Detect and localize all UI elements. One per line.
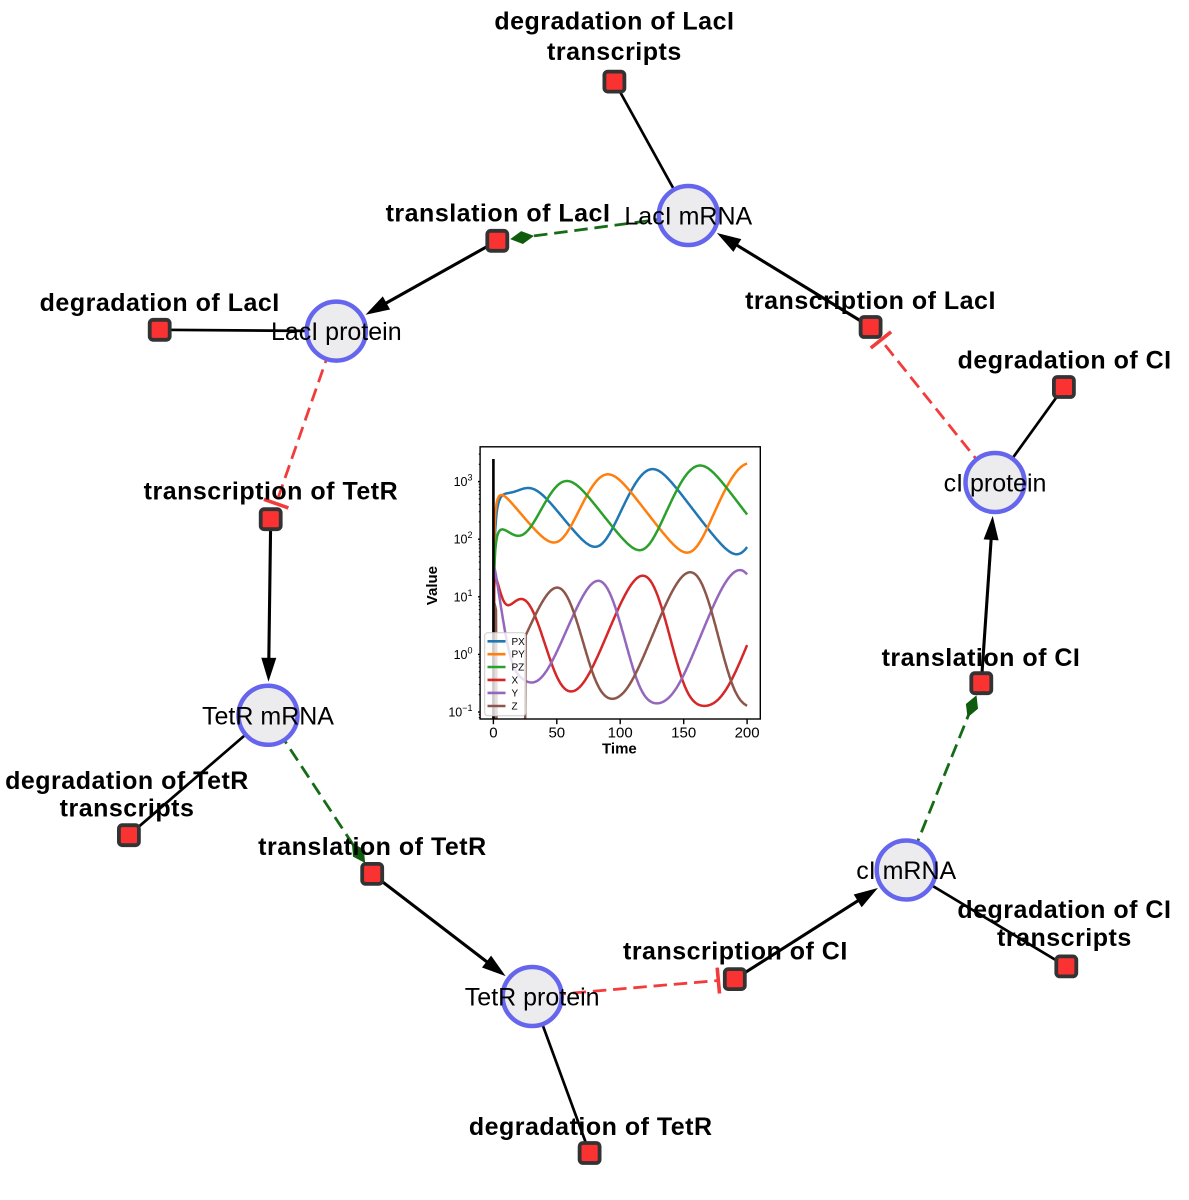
svg-text:translation of TetR: translation of TetR xyxy=(258,833,486,861)
svg-text:degradation of CI: degradation of CI xyxy=(957,896,1171,924)
svg-text:X: X xyxy=(512,675,519,686)
svg-text:150: 150 xyxy=(671,725,696,742)
svg-text:degradation of TetR: degradation of TetR xyxy=(5,767,249,795)
svg-text:transcription of LacI: transcription of LacI xyxy=(745,287,996,315)
svg-text:Value: Value xyxy=(424,566,441,605)
svg-text:50: 50 xyxy=(548,725,565,742)
svg-text:TetR mRNA: TetR mRNA xyxy=(202,702,334,730)
svg-text:Z: Z xyxy=(512,702,518,713)
svg-text:transcription of TetR: transcription of TetR xyxy=(144,478,398,506)
svg-text:cI protein: cI protein xyxy=(944,470,1047,498)
svg-text:200: 200 xyxy=(735,725,760,742)
svg-text:0: 0 xyxy=(489,725,497,742)
svg-text:degradation of TetR: degradation of TetR xyxy=(469,1113,713,1141)
svg-text:transcripts: transcripts xyxy=(997,924,1132,952)
svg-text:PY: PY xyxy=(512,650,526,661)
svg-text:translation of LacI: translation of LacI xyxy=(386,200,611,228)
svg-text:translation of CI: translation of CI xyxy=(882,644,1081,672)
svg-text:transcripts: transcripts xyxy=(60,794,195,822)
svg-text:degradation of LacI: degradation of LacI xyxy=(40,289,280,317)
svg-text:degradation of LacI: degradation of LacI xyxy=(494,8,734,36)
svg-text:Time: Time xyxy=(602,741,637,758)
svg-text:TetR protein: TetR protein xyxy=(465,984,600,1012)
svg-text:cI mRNA: cI mRNA xyxy=(856,857,956,885)
svg-text:PZ: PZ xyxy=(512,663,525,674)
svg-text:transcripts: transcripts xyxy=(547,38,682,66)
svg-text:transcription of CI: transcription of CI xyxy=(623,938,848,966)
svg-text:Y: Y xyxy=(512,688,519,699)
svg-text:100: 100 xyxy=(608,725,633,742)
svg-text:LacI protein: LacI protein xyxy=(271,318,402,346)
svg-text:PX: PX xyxy=(512,637,526,648)
svg-text:LacI mRNA: LacI mRNA xyxy=(624,203,752,231)
svg-text:degradation of CI: degradation of CI xyxy=(958,346,1172,374)
